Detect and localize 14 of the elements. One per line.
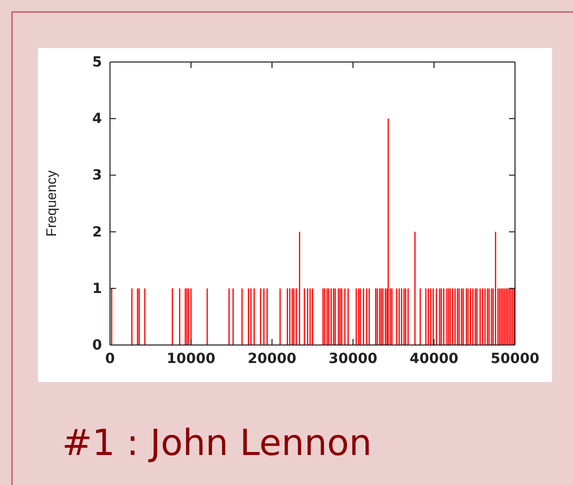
y-tick-label: 4 — [92, 111, 102, 128]
y-axis-title: Frequency — [43, 170, 59, 237]
x-tick-label: 30000 — [328, 350, 378, 367]
y-tick-label: 2 — [92, 224, 102, 240]
x-tick-label: 20000 — [248, 350, 297, 367]
x-tick-label: 0 — [105, 350, 116, 367]
y-tick-label: 0 — [92, 337, 102, 354]
y-tick-label: 1 — [92, 280, 102, 297]
y-tick-label: 5 — [92, 54, 102, 70]
x-tick-label: 50000 — [490, 350, 540, 367]
x-tick-label: 40000 — [410, 350, 459, 367]
text: #1 : John Lennon — [62, 423, 372, 464]
x-tick-label: 10000 — [166, 350, 216, 367]
y-tick-label: 3 — [92, 168, 102, 184]
